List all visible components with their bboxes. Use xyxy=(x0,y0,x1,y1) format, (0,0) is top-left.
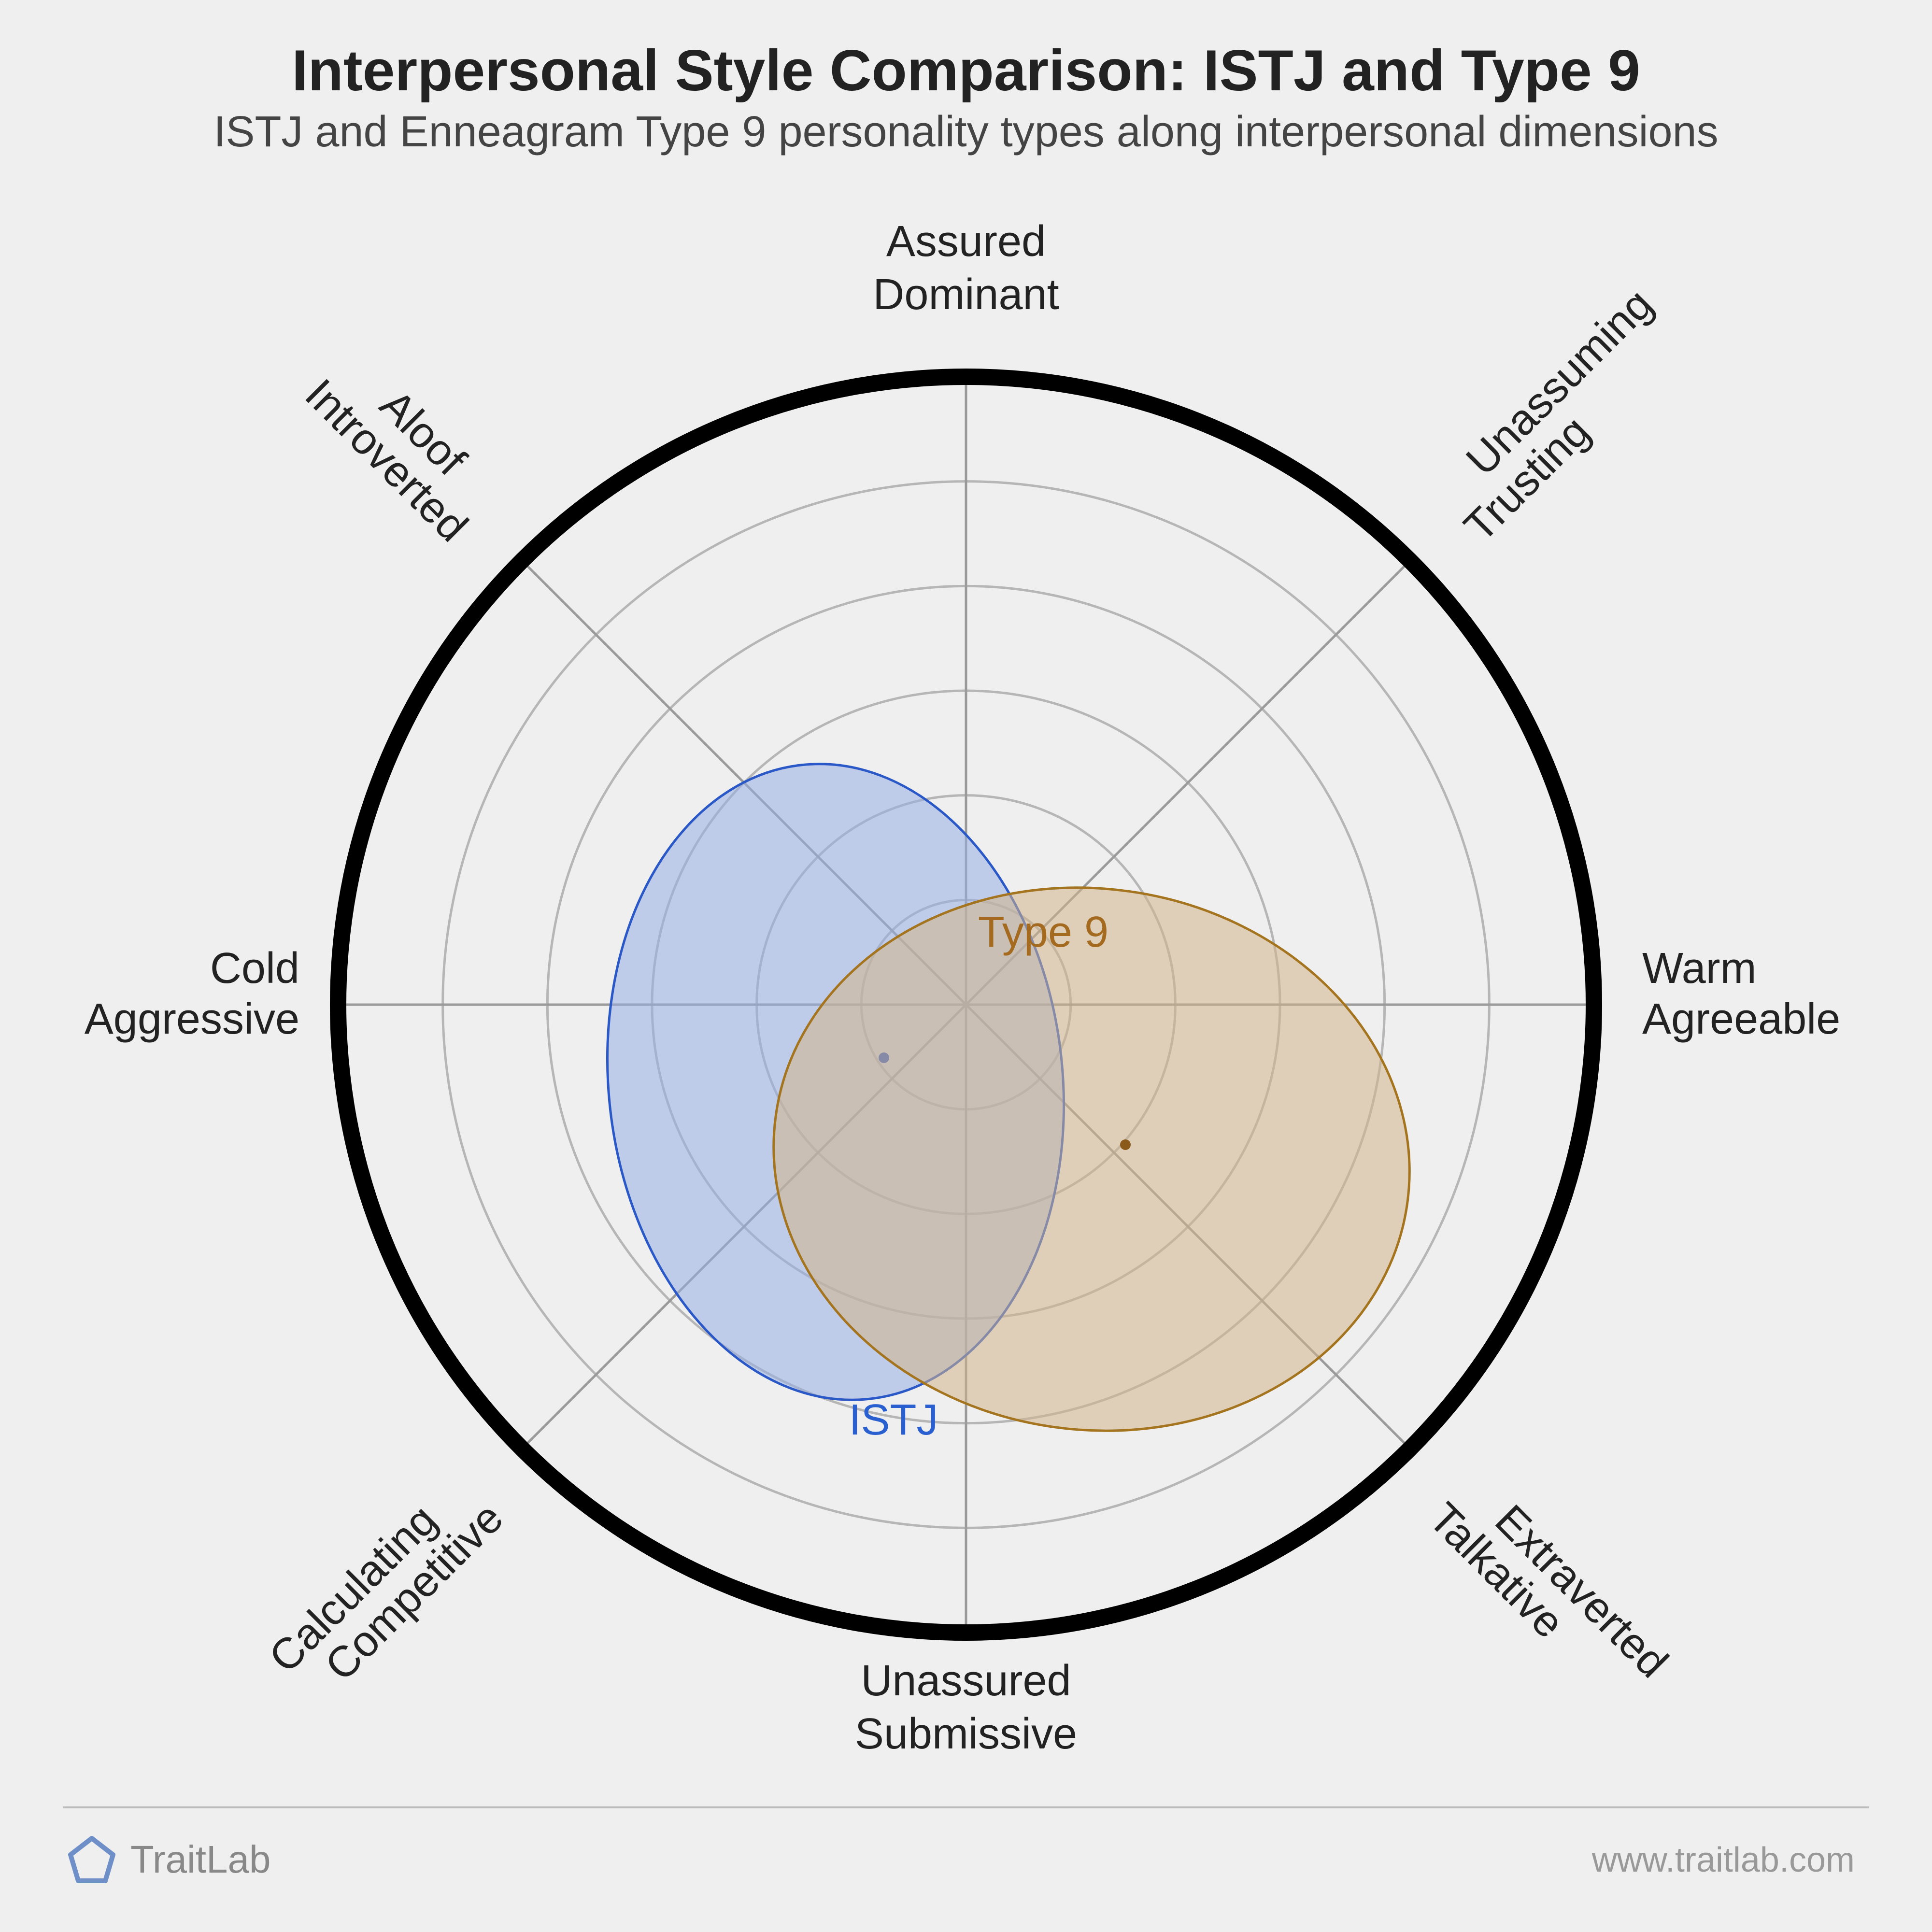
axis-label-inner: Unassured xyxy=(861,1657,1071,1705)
axis-label-inner: Warm xyxy=(1642,944,1757,993)
chart-page: { "title": { "main": "Interpersonal Styl… xyxy=(0,0,1932,1932)
axis-label-group: AloofIntroverted xyxy=(296,338,509,551)
brand-url: www.traitlab.com xyxy=(1592,1840,1855,1880)
series-label-istj: ISTJ xyxy=(849,1396,938,1444)
axis-label-group: UnassumingTrusting xyxy=(1423,280,1694,551)
axis-label-outer: Agreeable xyxy=(1642,995,1840,1043)
axis-label-group: CalculatingCompetitive xyxy=(260,1462,512,1714)
footer: TraitLab www.traitlab.com xyxy=(0,1806,1932,1932)
axis-label-outer: Submissive xyxy=(855,1710,1077,1758)
axis-label-inner: Cold xyxy=(210,944,299,993)
brand-block: TraitLab xyxy=(68,1835,271,1884)
footer-rule xyxy=(63,1806,1869,1808)
pentagon-icon xyxy=(71,1838,113,1881)
brand-name: TraitLab xyxy=(130,1837,271,1882)
axis-label-group: ExtravertedTalkative xyxy=(1420,1462,1677,1719)
axis-label-outer: Assured xyxy=(886,217,1046,266)
series-label-type-9: Type 9 xyxy=(978,908,1108,956)
circumplex-chart: ISTJ Type 9 DominantAssured ExtravertedTalk… xyxy=(0,0,1932,1932)
axis-label-outer: Aggressive xyxy=(85,995,299,1043)
axis-label-inner: Dominant xyxy=(873,270,1059,319)
series-centroid-type-9 xyxy=(1120,1139,1131,1150)
traitlab-logo-icon xyxy=(68,1835,116,1884)
